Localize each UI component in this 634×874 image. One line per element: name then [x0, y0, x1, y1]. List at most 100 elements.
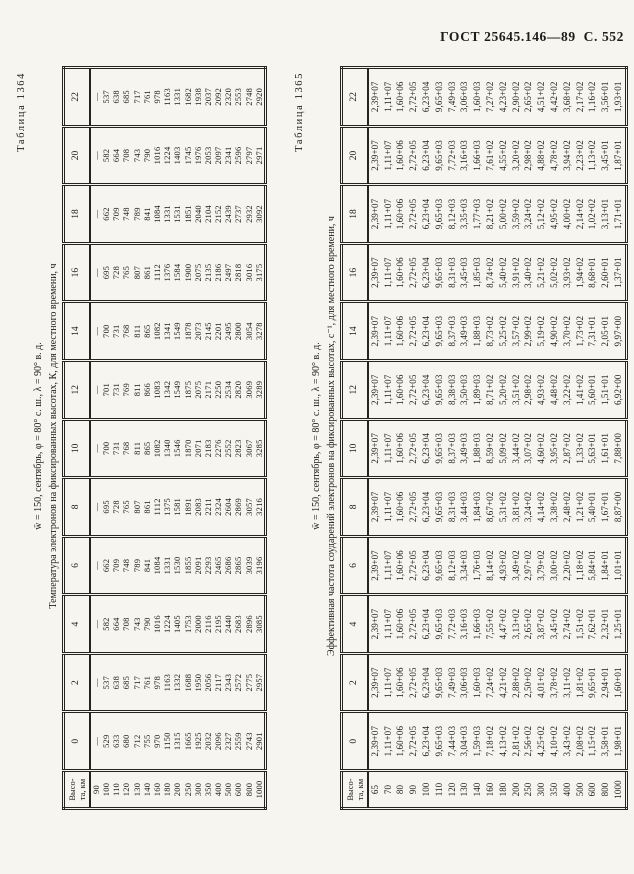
value-cell: 5,20+02 [496, 360, 510, 420]
height-row: 250 1665 1688 1753 1855 1891 1870 1875 1878 1900 1… [183, 67, 193, 809]
value-cell: 3,24+02 [522, 184, 536, 244]
value-cell: 6,23+04 [420, 67, 433, 127]
value-cell: 1,60+06 [394, 594, 408, 654]
value-cell: — [90, 67, 102, 127]
value-cell: 3,81+02 [509, 477, 523, 537]
value-cell: 700 [101, 419, 112, 478]
value-cell: 2,72+05 [407, 536, 421, 595]
height-row: 180 4,13+02 4,21+02 4,47+02 4,93+02 5,31+02 5,… [496, 67, 510, 809]
value-cell: 3,45+01 [599, 126, 613, 185]
value-cell: 1,60+06 [394, 477, 408, 537]
table-1364-rotated-content: Таблица 1364 w̄ = 150, сентябрь, φ = 80°… [12, 58, 282, 814]
local-time-hour-header: 18 [63, 184, 90, 244]
value-cell: 1,84+01 [599, 536, 613, 595]
value-cell: 1224 [162, 594, 173, 654]
height-row: 65 2,39+07 2,39+07 2,39+07 2,39+07 2,39+07 2,3… [368, 67, 382, 809]
height-row: 400 2096 2117 2195 2465 2324 2276 2250 2201 2186 2… [213, 67, 224, 809]
local-time-hour-header: 12 [63, 360, 90, 420]
value-cell: 1,13+02 [586, 126, 600, 185]
value-cell: 2293 [203, 536, 214, 595]
value-cell: 3,35+03 [458, 184, 472, 244]
value-cell: 978 [152, 67, 163, 127]
value-cell: 7,55+02 [484, 594, 497, 654]
value-cell: 1,60+06 [394, 126, 408, 185]
value-cell: 1665 [183, 711, 193, 771]
value-cell: 1745 [183, 126, 193, 185]
height-row: 130 712 717 743 789 807 811 811 811 807 789 743 717 [131, 67, 142, 809]
value-cell: 2040 [193, 184, 204, 244]
height-row: 300 4,25+02 4,01+02 3,87+02 3,79+02 4,14+02 4,… [535, 67, 549, 809]
value-cell: 1,81+02 [573, 653, 587, 712]
value-cell: 1,02+02 [586, 184, 600, 244]
local-time-hour-header: 20 [341, 126, 368, 185]
value-cell: 4,01+02 [535, 653, 549, 712]
value-cell: 2,39+07 [368, 243, 382, 302]
value-cell: 3,70+02 [560, 301, 574, 361]
height-label: 1000 [613, 780, 624, 799]
value-cell: 2097 [213, 126, 224, 185]
value-cell: 8,68+01 [586, 243, 600, 302]
value-cell: — [90, 477, 102, 537]
value-cell: 7,24+02 [484, 653, 497, 712]
local-time-hour-header: 12 [341, 360, 368, 420]
value-cell: 5,25+02 [496, 301, 510, 361]
value-cell: 3,06+03 [458, 67, 472, 127]
value-cell: 2,32+01 [599, 594, 613, 654]
value-cell: 3,24+02 [522, 477, 536, 537]
value-cell: 7,49+03 [445, 67, 459, 127]
value-cell: 685 [121, 67, 132, 127]
height-row: 90— — — — — — — — — — — — [90, 67, 102, 809]
value-cell: 2,39+07 [368, 301, 382, 361]
height-row: 100 529 537 582 662 695 700 701 700 695 662 582 537 [101, 67, 112, 809]
value-cell: 2092 [213, 67, 224, 127]
value-cell: 1,25+01 [612, 594, 627, 654]
value-cell: 1870 [183, 419, 193, 478]
value-cell: 1,11+07 [381, 477, 395, 537]
height-label: 160 [151, 782, 162, 797]
value-cell: 1,01+01 [612, 536, 627, 595]
value-cell: 1584 [172, 243, 183, 302]
local-time-hour-header: 0 [341, 711, 368, 771]
value-cell: 743 [132, 126, 142, 185]
value-cell: 3278 [254, 301, 266, 361]
value-cell: 2211 [203, 477, 214, 537]
value-cell: 1,51+02 [573, 594, 587, 654]
value-cell: 1950 [193, 653, 204, 712]
value-cell: 1,60+06 [394, 653, 408, 712]
height-row: 90 2,72+05 2,72+05 2,72+05 2,72+05 2,72+05 2,7… [407, 67, 421, 809]
value-cell: 3,07+02 [522, 419, 536, 478]
value-cell: 2341 [223, 126, 234, 185]
value-cell: 4,93+02 [535, 360, 549, 420]
value-cell: 3,44+02 [509, 419, 523, 478]
height-row: 110 9,65+03 9,65+03 9,65+03 9,65+03 9,65+03 9,… [432, 67, 446, 809]
value-cell: 2,72+05 [407, 477, 421, 537]
value-cell: 3,38+02 [548, 477, 561, 537]
value-cell: 2,39+07 [368, 711, 382, 771]
value-cell: 811 [132, 360, 142, 420]
height-label: 100 [101, 782, 112, 797]
value-cell: 768 [121, 419, 132, 478]
value-cell: 2116 [203, 594, 214, 654]
value-cell: 1,60+01 [612, 653, 627, 712]
value-cell: — [90, 360, 102, 420]
value-cell: 1855 [183, 536, 193, 595]
height-label: 130 [131, 782, 142, 797]
value-cell: — [90, 243, 102, 302]
value-cell: 3039 [244, 536, 254, 595]
height-label: 90 [90, 785, 101, 794]
value-cell: 3,34+03 [458, 536, 472, 595]
value-cell: 2865 [233, 536, 244, 595]
value-cell: 2,88+02 [509, 653, 523, 712]
value-cell: 1375 [162, 477, 173, 537]
value-cell: — [90, 126, 102, 185]
value-cell: 6,23+04 [420, 360, 433, 420]
value-cell: 1,60+06 [394, 243, 408, 302]
value-cell: 1,51+01 [599, 360, 613, 420]
table-1365-block: Таблица 1365 w̄ = 150, сентябрь, φ = 80°… [290, 58, 632, 814]
value-cell: 2775 [244, 653, 254, 712]
value-cell: 3,93+02 [560, 243, 574, 302]
value-cell: 1,60+06 [394, 419, 408, 478]
value-cell: 743 [132, 594, 142, 654]
height-column-header: Высо-та, км [63, 770, 90, 809]
value-cell: 1341 [162, 301, 173, 361]
